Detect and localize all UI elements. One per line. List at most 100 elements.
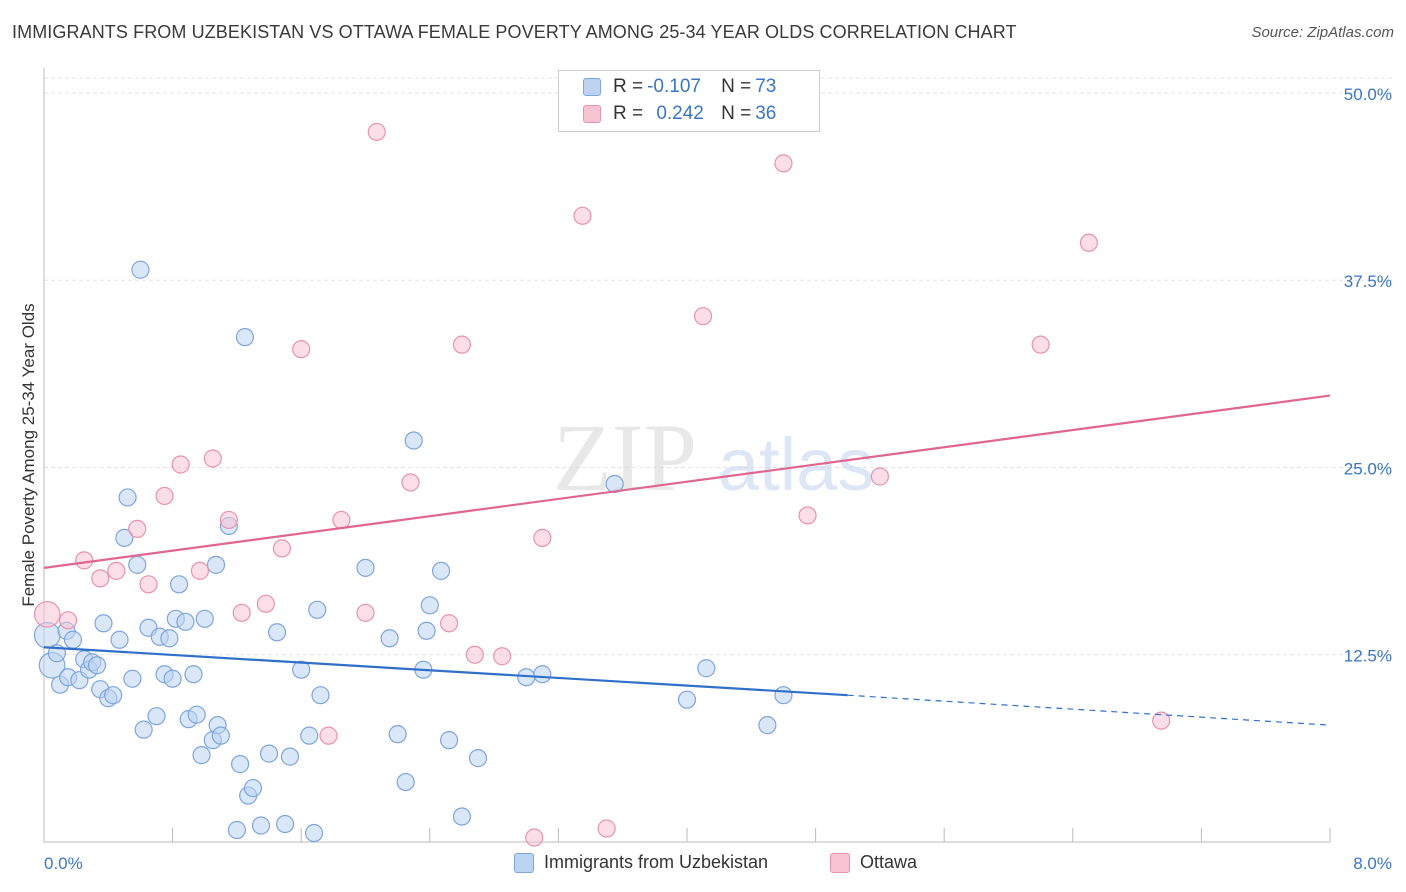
uzbekistan-point (311, 686, 330, 705)
uzbekistan-point (388, 725, 407, 744)
axes (43, 68, 1331, 843)
uzbekistan-point (104, 686, 123, 705)
uzbekistan-point (356, 558, 375, 577)
legend-swatch-blue (514, 852, 534, 873)
ottawa-point (356, 603, 375, 622)
uzbekistan-trend-extension (847, 694, 1331, 726)
ottawa-point (272, 539, 292, 558)
watermark-atlas: atlas (718, 423, 874, 506)
ottawa-point (597, 819, 616, 838)
uzbekistan-point (417, 621, 436, 640)
uzbekistan-point (380, 629, 399, 648)
ottawa-point (332, 510, 351, 530)
n-value: 36 (755, 103, 777, 124)
uzbekistan-point (420, 596, 439, 615)
uzbekistan-point (131, 260, 150, 279)
y-tick-labels: 12.5% 25.0% 37.5% 50.0% (1344, 85, 1392, 666)
ottawa-point (59, 611, 78, 630)
uzbekistan-point (176, 612, 195, 631)
ottawa-point (452, 335, 472, 354)
uzbekistan-point (396, 772, 415, 792)
uzbekistan-point (115, 528, 134, 547)
uzbekistan-point (128, 555, 147, 574)
ottawa-point (439, 614, 459, 633)
uzbekistan-point (300, 726, 319, 745)
ottawa-point (319, 726, 338, 745)
ottawa-point (139, 575, 158, 594)
watermark: ZIP atlas (553, 404, 874, 511)
y-tick-label: 25.0% (1344, 459, 1392, 478)
uzbekistan-point (163, 669, 182, 688)
data-points (33, 122, 1171, 847)
ottawa-point (493, 647, 512, 666)
uzbekistan-point (169, 575, 189, 594)
legend-row-uzbekistan: R = -0.107 N = 73 (583, 74, 776, 100)
ottawa-point (171, 455, 190, 474)
ottawa-point (1079, 233, 1098, 252)
correlation-legend: R = -0.107 N = 73 R = 0.242 N = 36 (558, 70, 820, 132)
ottawa-point (91, 569, 110, 588)
uzbekistan-point (452, 807, 472, 826)
uzbekistan-point (758, 716, 777, 735)
r-label: R = (613, 76, 644, 97)
uzbekistan-point (468, 749, 488, 768)
r-value: 0.242 (656, 103, 704, 124)
uzbekistan-trend-line (43, 646, 848, 697)
gridlines (44, 77, 1394, 656)
uzbekistan-point (243, 778, 263, 798)
y-tick-label: 12.5% (1344, 647, 1392, 666)
ottawa-point (1152, 711, 1171, 730)
uzbekistan-point (774, 686, 793, 705)
uzbekistan-point (195, 609, 214, 628)
n-value: 73 (755, 76, 777, 97)
ottawa-point (232, 603, 251, 622)
uzbekistan-point (184, 665, 203, 684)
ottawa-point (401, 473, 420, 492)
uzbekistan-point (147, 707, 166, 726)
ottawa-point (533, 528, 552, 547)
chart-title: IMMIGRANTS FROM UZBEKISTAN VS OTTAWA FEM… (12, 22, 1017, 42)
uzbekistan-point (123, 669, 142, 688)
uzbekistan-point (276, 814, 295, 834)
n-label: N = (721, 103, 752, 124)
ottawa-trend-line (43, 394, 1331, 569)
r-label: R = (613, 103, 644, 124)
uzbekistan-point (280, 747, 300, 766)
source-label: Source: ZipAtlas.com (1251, 24, 1394, 41)
ottawa-point (292, 340, 311, 359)
watermark-zip: ZIP (553, 404, 697, 511)
ottawa-point (203, 449, 222, 468)
ottawa-point (190, 561, 210, 580)
uzbekistan-point (697, 659, 716, 678)
uzbekistan-point (431, 561, 451, 580)
ottawa-point (75, 551, 94, 570)
ottawa-point (693, 307, 713, 326)
uzbekistan-point (118, 488, 137, 507)
legend-swatch-blue (583, 78, 601, 96)
uzbekistan-point (160, 629, 179, 648)
ottawa-point (870, 467, 890, 486)
ottawa-point (155, 486, 174, 506)
uzbekistan-point (134, 720, 153, 739)
uzbekistan-point (206, 555, 226, 574)
legend-item-ottawa[interactable]: Ottawa (830, 852, 917, 873)
uzbekistan-point (231, 755, 250, 774)
uzbekistan-point (211, 726, 230, 745)
uzbekistan-point (227, 820, 246, 840)
uzbekistan-point (259, 744, 279, 763)
ottawa-point (107, 561, 126, 580)
x-tick-label: 8.0% (1353, 854, 1392, 873)
y-tick-label: 37.5% (1344, 272, 1392, 291)
legend-item-uzbekistan[interactable]: Immigrants from Uzbekistan (514, 852, 768, 873)
uzbekistan-point (439, 731, 459, 750)
n-label: N = (721, 76, 752, 97)
ottawa-point (465, 645, 484, 664)
ottawa-point (525, 828, 544, 847)
ottawa-point (573, 206, 592, 225)
legend-swatch-pink (830, 852, 850, 873)
uzbekistan-point (251, 816, 271, 835)
uzbekistan-point (235, 328, 255, 347)
uzbekistan-point (63, 630, 83, 649)
ottawa-point (219, 510, 238, 530)
